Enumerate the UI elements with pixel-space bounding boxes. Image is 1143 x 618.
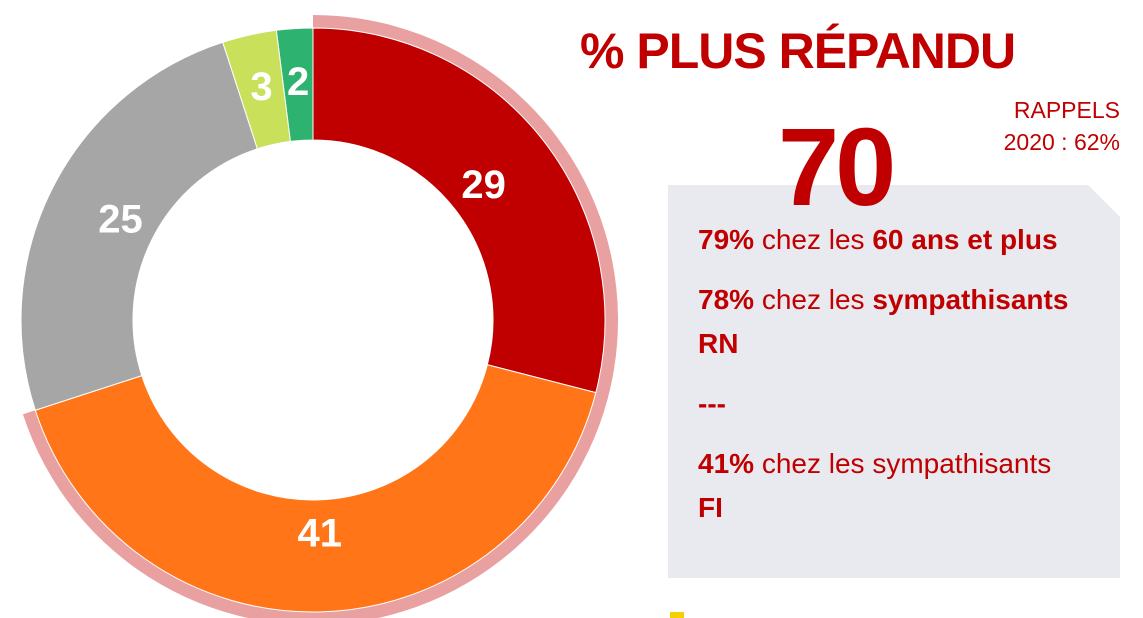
note-text: 79% bbox=[698, 224, 755, 255]
donut-segment bbox=[34, 364, 597, 613]
segment-label: 2 bbox=[287, 60, 309, 104]
notes-box bbox=[668, 185, 1120, 578]
note-text: 41% bbox=[698, 448, 755, 479]
notes: 79% chez les 60 ans et plus 78% chez les … bbox=[698, 218, 1078, 546]
donut-segment bbox=[275, 27, 314, 142]
donut-chart: 29 41 25 3 2 bbox=[20, 15, 618, 618]
note-text: 78% bbox=[698, 284, 755, 315]
decor bbox=[670, 612, 684, 618]
reminder: RAPPELS 2020 : 62% bbox=[930, 94, 1120, 158]
segment-label: 25 bbox=[98, 198, 143, 242]
reminder-line: 2020 : 62% bbox=[1003, 129, 1120, 155]
note: 41% chez les sympathisants FI bbox=[698, 442, 1078, 530]
note-text: --- bbox=[698, 388, 726, 419]
donut-segment bbox=[312, 27, 606, 394]
note: 78% chez les sympathisants RN bbox=[698, 278, 1078, 366]
segment-label: 29 bbox=[461, 163, 506, 207]
note: 79% chez les 60 ans et plus bbox=[698, 218, 1078, 262]
note-text: chez les bbox=[754, 224, 873, 255]
note-text: FI bbox=[698, 492, 723, 523]
note-text: sympathisants RN bbox=[698, 284, 1069, 359]
title: % PLUS RÉPANDU bbox=[580, 23, 1016, 79]
note: --- bbox=[698, 382, 1078, 426]
note-text: 60 ans et plus bbox=[872, 224, 1058, 255]
highlight-total: 70 bbox=[778, 106, 896, 229]
reminder-line: RAPPELS bbox=[1013, 97, 1120, 123]
note-text: chez les sympathisants bbox=[754, 448, 1052, 479]
note-text: chez les bbox=[754, 284, 873, 315]
segment-label: 41 bbox=[298, 511, 343, 555]
donut-segment bbox=[20, 41, 259, 411]
segment-label: 3 bbox=[250, 65, 272, 109]
